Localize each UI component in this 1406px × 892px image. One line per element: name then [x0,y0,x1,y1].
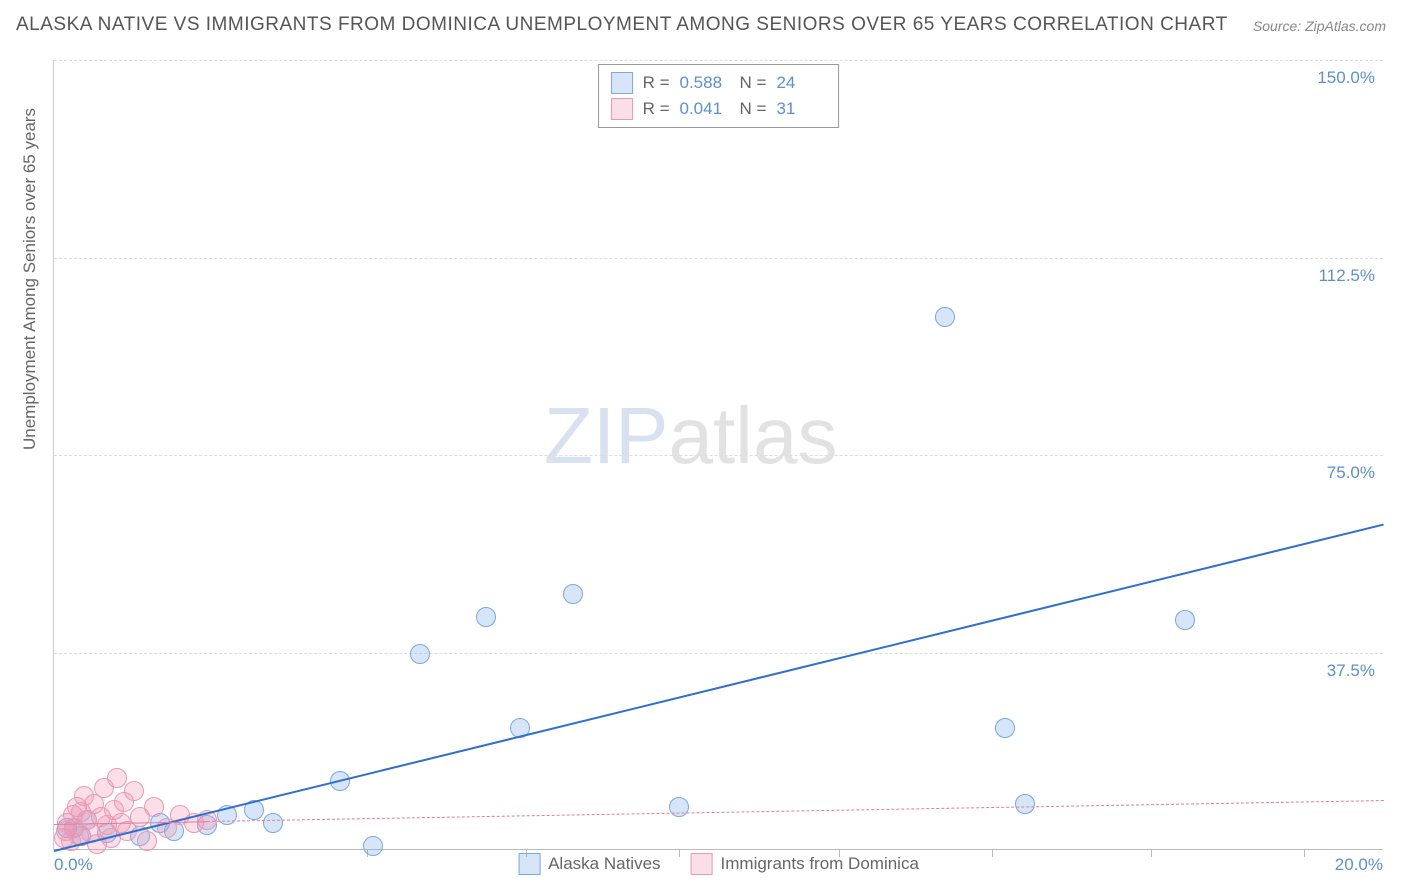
swatch-series-1 [611,98,633,120]
legend-item-0: Alaska Natives [518,853,660,875]
y-tick-label: 112.5% [1319,266,1375,286]
swatch-series-1-bottom [691,853,713,875]
data-point-series-0 [363,836,383,856]
data-point-series-0 [410,644,430,664]
r-label: R = [643,73,670,93]
n-label: N = [740,73,767,93]
y-tick-label: 37.5% [1327,661,1375,681]
swatch-series-0-bottom [518,853,540,875]
x-axis-min-label: 0.0% [54,855,93,875]
x-axis-max-label: 20.0% [1335,855,1383,875]
correlation-legend: R = 0.588 N = 24 R = 0.041 N = 31 [598,64,840,128]
trendline [207,800,1384,822]
data-point-series-0 [935,307,955,327]
legend-label-0: Alaska Natives [548,854,660,874]
series-legend: Alaska Natives Immigrants from Dominica [518,853,919,875]
n-label: N = [740,99,767,119]
r-label: R = [643,99,670,119]
source-attribution: Source: ZipAtlas.com [1253,18,1386,34]
data-point-series-0 [476,607,496,627]
r-value-0: 0.588 [680,73,730,93]
gridline [54,455,1383,456]
data-point-series-1 [137,831,157,851]
watermark-zip: ZIP [544,391,668,480]
data-point-series-0 [669,797,689,817]
legend-label-1: Immigrants from Dominica [721,854,919,874]
r-value-1: 0.041 [680,99,730,119]
y-axis-label: Unemployment Among Seniors over 65 years [20,108,40,450]
data-point-series-1 [124,781,144,801]
watermark: ZIPatlas [544,390,837,482]
swatch-series-0 [611,72,633,94]
data-point-series-0 [563,584,583,604]
legend-row-series-0: R = 0.588 N = 24 [611,70,827,96]
legend-item-1: Immigrants from Dominica [691,853,919,875]
watermark-atlas: atlas [668,391,837,480]
x-tick-mark [1304,849,1305,857]
x-tick-mark [992,849,993,857]
data-point-series-1 [144,797,164,817]
data-point-series-0 [263,813,283,833]
data-point-series-0 [1015,794,1035,814]
n-value-0: 24 [776,73,826,93]
legend-row-series-1: R = 0.041 N = 31 [611,96,827,122]
data-point-series-0 [995,718,1015,738]
gridline [54,653,1383,654]
plot-area: ZIPatlas 37.5%75.0%112.5%150.0% 0.0% 20.… [53,60,1383,850]
chart-title: ALASKA NATIVE VS IMMIGRANTS FROM DOMINIC… [16,14,1228,36]
data-point-series-1 [107,768,127,788]
y-tick-label: 150.0% [1317,68,1375,88]
x-tick-mark [1151,849,1152,857]
gridline [54,258,1383,259]
y-tick-label: 75.0% [1327,463,1375,483]
data-point-series-0 [1175,610,1195,630]
gridline [54,60,1383,61]
n-value-1: 31 [776,99,826,119]
